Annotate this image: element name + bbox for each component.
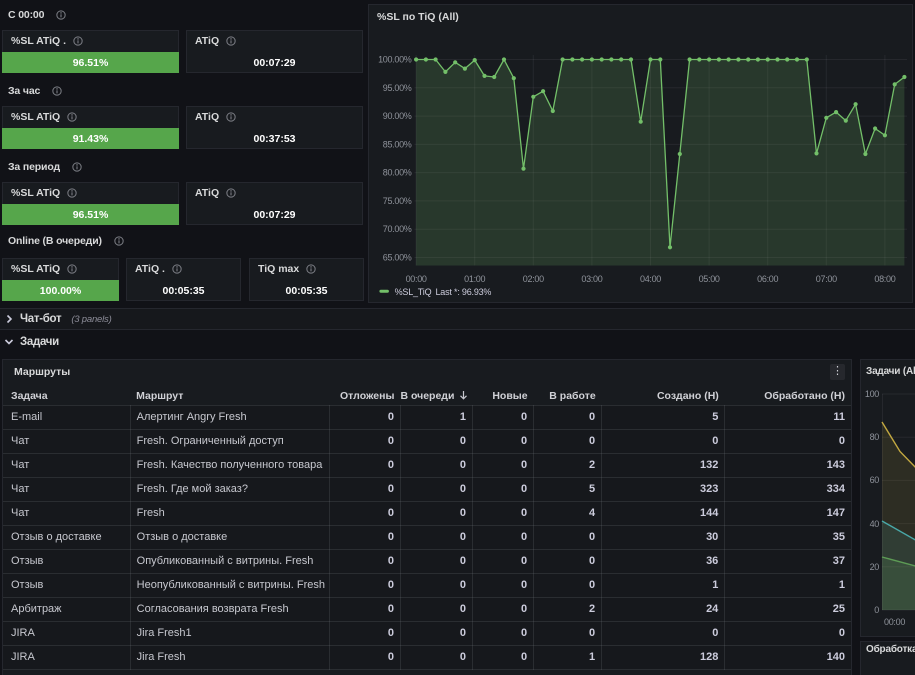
- svg-text:20: 20: [870, 562, 880, 572]
- svg-text:03:00: 03:00: [581, 274, 602, 284]
- svg-text:70.00%: 70.00%: [383, 224, 412, 234]
- svg-text:100: 100: [865, 389, 879, 399]
- svg-text:07:00: 07:00: [816, 274, 837, 284]
- svg-text:0: 0: [874, 605, 879, 615]
- svg-text:95.00%: 95.00%: [383, 83, 412, 93]
- svg-text:00:00: 00:00: [406, 274, 427, 284]
- svg-text:80: 80: [870, 432, 880, 442]
- svg-text:90.00%: 90.00%: [383, 111, 412, 121]
- svg-text:02:00: 02:00: [523, 274, 544, 284]
- svg-text:75.00%: 75.00%: [383, 196, 412, 206]
- svg-text:%SL_TiQ: %SL_TiQ: [395, 287, 432, 297]
- svg-text:04:00: 04:00: [640, 274, 661, 284]
- svg-text:00:00: 00:00: [884, 617, 905, 627]
- svg-text:05:00: 05:00: [699, 274, 720, 284]
- svg-text:06:00: 06:00: [757, 274, 778, 284]
- svg-text:80.00%: 80.00%: [383, 168, 412, 178]
- svg-text:60: 60: [870, 475, 880, 485]
- svg-text:85.00%: 85.00%: [383, 139, 412, 149]
- svg-text:40: 40: [870, 519, 880, 529]
- svg-text:Last *: 96.93%: Last *: 96.93%: [436, 287, 492, 297]
- svg-text:100.00%: 100.00%: [378, 55, 412, 65]
- svg-text:65.00%: 65.00%: [383, 253, 412, 263]
- svg-text:08:00: 08:00: [874, 274, 895, 284]
- svg-text:01:00: 01:00: [464, 274, 485, 284]
